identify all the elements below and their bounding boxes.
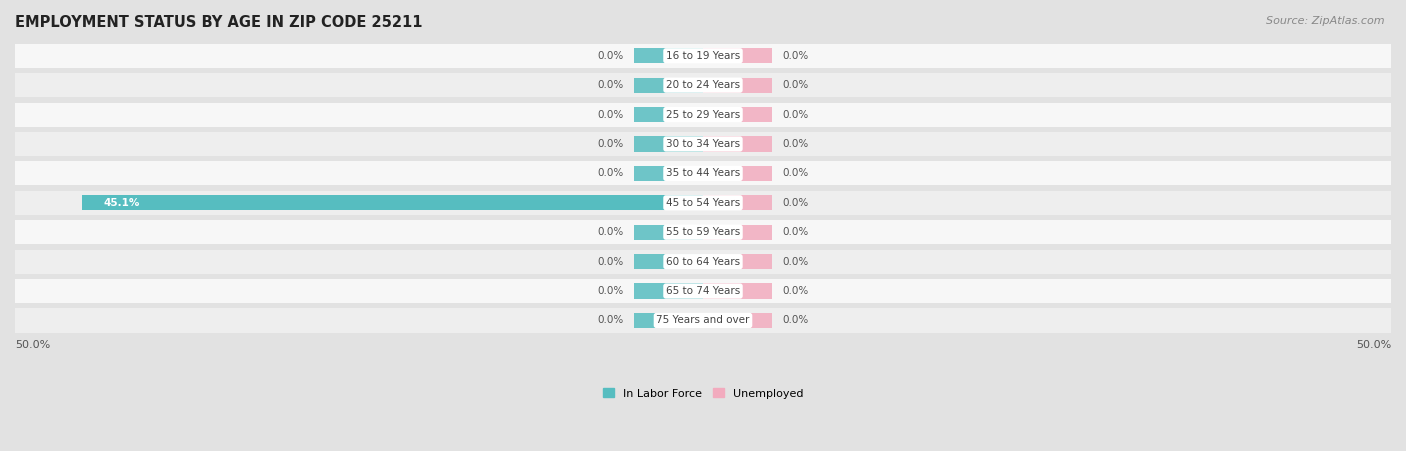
Text: 75 Years and over: 75 Years and over — [657, 315, 749, 326]
Bar — [634, 107, 703, 122]
Text: 0.0%: 0.0% — [598, 51, 623, 61]
Text: 0.0%: 0.0% — [598, 257, 623, 267]
Text: 55 to 59 Years: 55 to 59 Years — [666, 227, 740, 237]
Text: 30 to 34 Years: 30 to 34 Years — [666, 139, 740, 149]
Bar — [634, 313, 703, 328]
Text: 0.0%: 0.0% — [598, 139, 623, 149]
Bar — [703, 225, 772, 240]
Text: 20 to 24 Years: 20 to 24 Years — [666, 80, 740, 90]
Text: 0.0%: 0.0% — [783, 227, 808, 237]
Bar — [634, 78, 703, 93]
Bar — [703, 254, 772, 269]
Text: Source: ZipAtlas.com: Source: ZipAtlas.com — [1267, 16, 1385, 26]
Bar — [703, 48, 772, 64]
Text: 50.0%: 50.0% — [1355, 341, 1391, 350]
Bar — [703, 78, 772, 93]
Text: 0.0%: 0.0% — [783, 168, 808, 179]
Text: 0.0%: 0.0% — [598, 168, 623, 179]
Text: 50.0%: 50.0% — [15, 341, 51, 350]
Bar — [634, 283, 703, 299]
Text: 65 to 74 Years: 65 to 74 Years — [666, 286, 740, 296]
Bar — [634, 254, 703, 269]
Text: 0.0%: 0.0% — [783, 110, 808, 120]
Bar — [15, 308, 1391, 332]
Bar — [703, 195, 772, 211]
Text: 16 to 19 Years: 16 to 19 Years — [666, 51, 740, 61]
Text: 0.0%: 0.0% — [598, 315, 623, 326]
Bar — [15, 161, 1391, 185]
Text: 0.0%: 0.0% — [783, 80, 808, 90]
Text: 45 to 54 Years: 45 to 54 Years — [666, 198, 740, 208]
Bar — [15, 132, 1391, 156]
Bar — [703, 107, 772, 122]
Bar — [15, 191, 1391, 215]
Bar — [15, 249, 1391, 274]
Bar — [703, 283, 772, 299]
Text: 0.0%: 0.0% — [783, 198, 808, 208]
Text: 0.0%: 0.0% — [783, 257, 808, 267]
Bar — [15, 279, 1391, 303]
Bar — [634, 166, 703, 181]
Text: 25 to 29 Years: 25 to 29 Years — [666, 110, 740, 120]
Text: 0.0%: 0.0% — [598, 227, 623, 237]
Text: 0.0%: 0.0% — [598, 110, 623, 120]
Text: 0.0%: 0.0% — [783, 51, 808, 61]
Bar — [634, 136, 703, 152]
Text: 35 to 44 Years: 35 to 44 Years — [666, 168, 740, 179]
Text: 45.1%: 45.1% — [103, 198, 139, 208]
Text: EMPLOYMENT STATUS BY AGE IN ZIP CODE 25211: EMPLOYMENT STATUS BY AGE IN ZIP CODE 252… — [15, 15, 422, 30]
Bar — [634, 48, 703, 64]
Bar — [15, 73, 1391, 97]
Bar — [15, 44, 1391, 68]
Bar — [15, 220, 1391, 244]
Bar — [703, 313, 772, 328]
Text: 0.0%: 0.0% — [598, 286, 623, 296]
Text: 60 to 64 Years: 60 to 64 Years — [666, 257, 740, 267]
Bar — [83, 195, 703, 211]
Text: 0.0%: 0.0% — [783, 286, 808, 296]
Text: 0.0%: 0.0% — [783, 315, 808, 326]
Legend: In Labor Force, Unemployed: In Labor Force, Unemployed — [603, 388, 803, 399]
Text: 0.0%: 0.0% — [598, 80, 623, 90]
Text: 0.0%: 0.0% — [783, 139, 808, 149]
Bar — [634, 225, 703, 240]
Bar — [703, 136, 772, 152]
Bar — [703, 166, 772, 181]
Bar — [15, 102, 1391, 127]
